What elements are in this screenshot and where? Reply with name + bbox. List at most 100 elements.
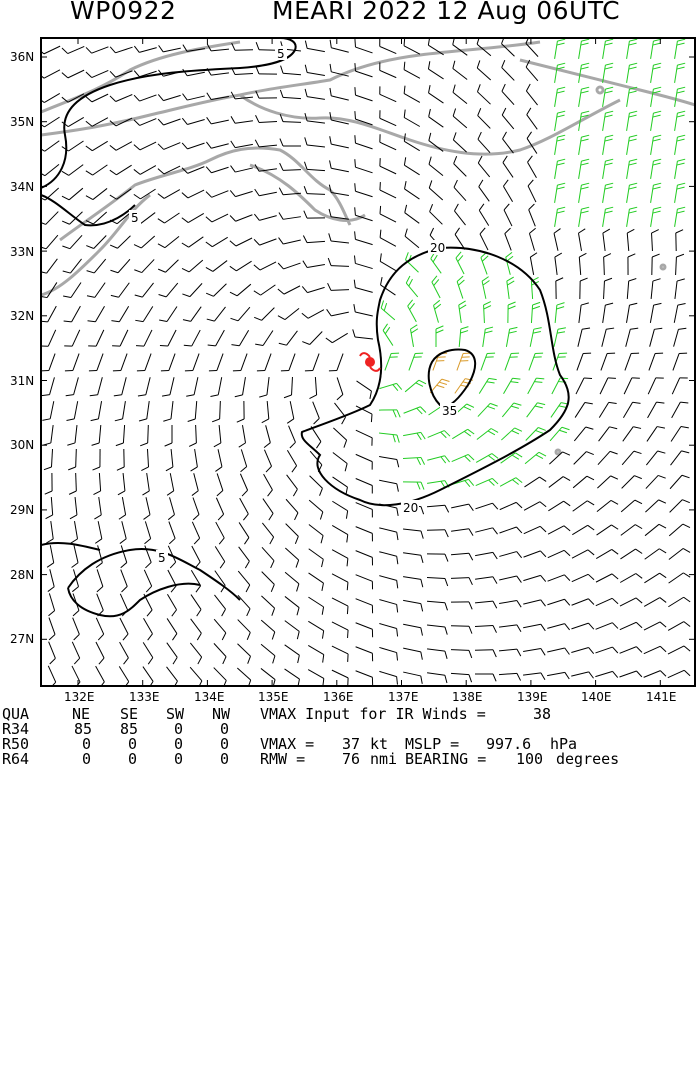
wind-barb	[596, 574, 618, 582]
wind-barb	[278, 308, 299, 319]
wind-barb	[576, 378, 592, 394]
wind-barb	[404, 62, 420, 79]
wind-barb	[165, 425, 172, 446]
lon-label: 134E	[194, 690, 225, 704]
wind-barb	[620, 622, 642, 629]
wind-barb	[95, 521, 102, 543]
wind-barb	[158, 236, 179, 247]
wind-barb	[305, 137, 325, 147]
wind-barb	[168, 497, 174, 519]
wind-barb	[302, 332, 322, 345]
wind-barb	[182, 143, 204, 149]
wind-barb	[502, 60, 515, 80]
wind-barb	[215, 449, 222, 471]
wind-barb	[523, 600, 545, 606]
wind-barb	[379, 528, 398, 540]
wind-barb	[332, 501, 347, 518]
wind-barb	[158, 260, 178, 273]
wind-barb	[649, 353, 663, 370]
wind-barb	[144, 618, 153, 640]
wind-barb	[380, 158, 396, 174]
wind-barb	[141, 449, 148, 471]
rmw-unit: nmi	[370, 752, 397, 767]
wind-barb	[451, 673, 472, 682]
wind-barb	[432, 276, 440, 298]
wind-barb	[572, 574, 594, 581]
wind-barb	[579, 303, 589, 323]
wind-barb	[309, 524, 323, 543]
wind-barb	[475, 528, 497, 534]
wind-barb	[192, 473, 198, 495]
wind-barb	[499, 625, 521, 632]
wind-barb	[356, 551, 373, 566]
wind-barb	[379, 457, 399, 468]
wind-barb	[309, 549, 324, 567]
wind-barb	[675, 87, 686, 107]
wind-barb	[479, 378, 496, 393]
wind-barb	[529, 228, 535, 250]
wind-barb	[451, 578, 472, 585]
wind-barb	[313, 402, 320, 424]
wind-barb	[110, 236, 130, 248]
wind-barb	[651, 183, 662, 203]
wind-barb	[579, 63, 590, 83]
wind-barb	[215, 546, 225, 568]
wind-barb	[524, 551, 546, 557]
wind-barb	[475, 552, 497, 559]
wind-barb	[333, 428, 346, 448]
wind-barb	[579, 183, 590, 203]
wind-barb	[668, 670, 690, 677]
wind-barb	[262, 547, 274, 568]
wind-barb	[648, 378, 664, 394]
wind-barb	[499, 649, 521, 656]
wind-barb	[121, 570, 128, 592]
wind-barb	[86, 165, 108, 175]
wind-barb	[478, 108, 491, 128]
wind-barb	[190, 667, 202, 688]
wind-barb	[555, 207, 566, 227]
wind-barb	[231, 166, 253, 172]
wind-barb	[332, 670, 348, 686]
wind-barb	[70, 497, 77, 519]
wind-barb	[46, 497, 53, 519]
wind-barb	[452, 454, 474, 461]
wind-barb	[86, 94, 108, 102]
wind-barb	[404, 86, 420, 103]
wind-barb	[328, 283, 349, 290]
wind-barb	[64, 330, 80, 346]
wind-barb	[63, 283, 81, 298]
wind-barb	[379, 480, 398, 491]
wind-barb	[452, 429, 474, 438]
wind-barb	[192, 522, 199, 544]
wind-barb	[208, 330, 225, 346]
wind-barb	[547, 648, 569, 654]
wind-barb	[597, 525, 619, 535]
wind-barb	[668, 597, 690, 606]
wind-barb	[142, 473, 149, 495]
wind-barb	[354, 304, 373, 316]
wind-barb	[597, 476, 617, 488]
wind-barb	[332, 598, 348, 614]
wind-barb	[481, 353, 495, 370]
wind-barb	[524, 526, 546, 533]
wind-barb	[644, 671, 666, 678]
wind-barb	[404, 407, 426, 414]
wind-barb	[627, 303, 638, 323]
wind-barb	[503, 156, 513, 178]
wind-barb	[405, 229, 419, 248]
wind-barb	[48, 666, 55, 688]
wind-barb	[206, 284, 226, 297]
wind-barb	[184, 330, 200, 346]
wind-barb	[404, 110, 420, 127]
wind-barb	[620, 671, 642, 677]
wind-barb	[254, 239, 276, 245]
wind-barb	[279, 238, 301, 244]
wind-barb	[675, 279, 685, 299]
wind-barb	[530, 328, 541, 347]
wind-barb	[134, 95, 156, 101]
wind-barb	[403, 553, 423, 563]
wind-barb	[451, 602, 472, 609]
wind-barb	[381, 301, 395, 320]
wind-barb	[620, 549, 642, 559]
wind-barb	[379, 433, 399, 443]
